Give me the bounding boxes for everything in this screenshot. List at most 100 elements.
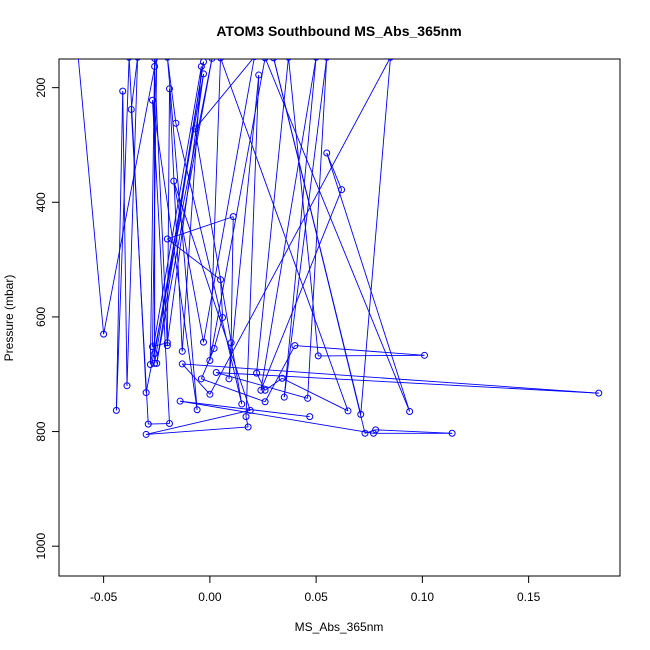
plot-area	[76, 59, 603, 438]
series-segment	[167, 238, 221, 281]
series-segment	[216, 372, 599, 394]
data-point	[172, 119, 180, 127]
series-segment	[201, 378, 266, 403]
y-axis-label: Pressure (mbar)	[2, 275, 16, 362]
y-tick-label: 1000	[34, 533, 48, 560]
x-tick-label: 0.10	[411, 590, 435, 604]
series-segment	[167, 216, 234, 240]
data-point	[166, 85, 173, 93]
series-segment	[181, 66, 202, 352]
y-tick-label: 200	[34, 77, 48, 97]
series-segment	[281, 377, 349, 412]
data-point	[421, 351, 428, 359]
data-point	[314, 352, 322, 360]
series-segment	[194, 59, 254, 130]
x-axis-label: MS_Abs_365nm	[295, 620, 384, 634]
data-point	[126, 59, 133, 61]
data-point	[200, 70, 207, 78]
data-point	[372, 426, 380, 434]
data-point	[127, 105, 135, 113]
data-point	[238, 400, 246, 408]
data-point	[197, 375, 205, 383]
series-segment	[167, 59, 177, 124]
series-segment	[245, 75, 260, 417]
data-point	[227, 339, 235, 347]
data-point	[149, 96, 156, 104]
series-segment	[146, 426, 249, 435]
data-point	[151, 359, 159, 367]
data-point	[344, 407, 352, 415]
x-tick-label: 0.05	[304, 590, 328, 604]
series-segment	[181, 363, 211, 395]
series-segment	[209, 59, 221, 361]
data-point	[357, 410, 365, 418]
chart-title: ATOM3 Southbound MS_Abs_365nm	[216, 23, 461, 39]
data-point	[255, 71, 263, 79]
series-segment	[130, 109, 149, 425]
data-point	[261, 398, 269, 406]
series-segment	[146, 409, 251, 435]
data-point	[151, 59, 159, 62]
data-point	[244, 423, 252, 431]
series-segment	[115, 91, 124, 411]
data-point	[285, 59, 292, 61]
data-point	[100, 330, 108, 338]
series-segment	[213, 317, 224, 349]
data-point	[225, 375, 233, 383]
series-segment	[283, 59, 327, 398]
series-segment	[126, 59, 139, 386]
series-segment	[273, 59, 366, 434]
data-point	[280, 393, 288, 401]
data-point	[291, 342, 299, 350]
series-segment	[152, 100, 170, 424]
data-point	[178, 347, 186, 355]
data-point	[261, 59, 269, 62]
series-segment	[173, 181, 204, 343]
data-point	[212, 369, 220, 377]
data-point	[144, 420, 152, 428]
series-segment	[180, 400, 374, 434]
series-segment	[200, 348, 215, 380]
y-tick-label: 600	[34, 307, 48, 327]
data-point	[251, 59, 258, 61]
data-point	[151, 350, 159, 358]
series-segment	[209, 59, 266, 361]
data-point	[154, 59, 159, 60]
series-segment	[149, 66, 202, 365]
series-segment	[228, 75, 260, 379]
data-point	[206, 356, 214, 364]
data-point	[406, 408, 414, 415]
data-point	[123, 382, 131, 390]
series-segment	[148, 423, 170, 425]
data-point	[217, 276, 224, 284]
series-segment	[318, 354, 425, 357]
series-segment	[288, 59, 319, 356]
data-point	[142, 389, 150, 397]
data-point	[142, 430, 150, 438]
data-point	[146, 361, 154, 368]
series-segment	[156, 59, 213, 364]
y-tick-label: 400	[34, 192, 48, 212]
data-point	[210, 344, 218, 352]
series-segment	[209, 59, 391, 395]
series-segment	[260, 189, 343, 391]
data-point	[164, 59, 171, 61]
series-segment	[326, 152, 411, 412]
data-point	[242, 413, 250, 421]
data-point	[261, 386, 269, 394]
data-point	[448, 429, 456, 437]
series-segment	[130, 59, 138, 110]
series-segment	[152, 100, 198, 410]
data-point	[338, 186, 346, 194]
series-segment	[265, 59, 411, 412]
series-segment	[260, 59, 317, 391]
data-point	[151, 62, 159, 70]
data-point	[304, 394, 312, 402]
data-point	[278, 374, 286, 382]
data-point	[208, 59, 216, 62]
data-point	[76, 59, 81, 60]
series-segment	[294, 345, 425, 356]
data-point	[270, 59, 277, 62]
data-point	[166, 420, 173, 428]
